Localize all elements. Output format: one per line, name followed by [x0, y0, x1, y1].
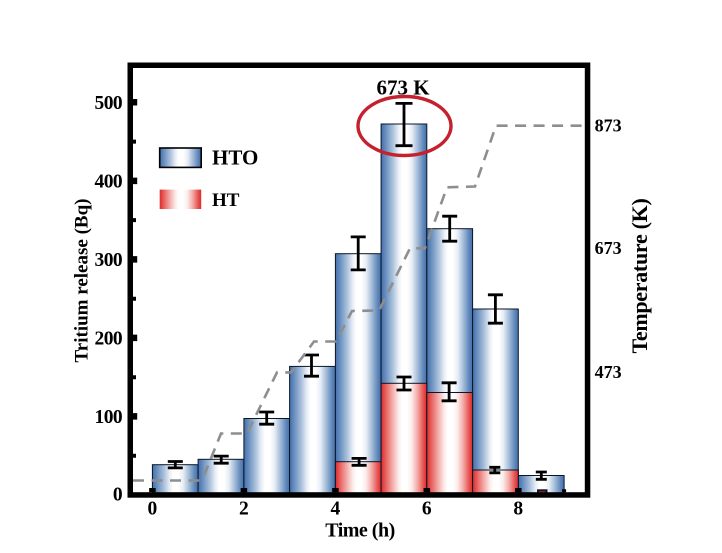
svg-text:Temperature (K): Temperature (K) — [627, 199, 652, 354]
svg-text:300: 300 — [95, 250, 122, 271]
svg-text:473: 473 — [595, 362, 622, 382]
svg-text:500: 500 — [95, 93, 122, 114]
svg-text:100: 100 — [95, 407, 122, 428]
svg-text:200: 200 — [95, 329, 122, 350]
svg-text:2: 2 — [239, 499, 249, 520]
svg-text:4: 4 — [331, 499, 341, 520]
svg-text:673 K: 673 K — [376, 76, 430, 100]
svg-text:HTO: HTO — [212, 146, 258, 170]
svg-text:400: 400 — [95, 172, 122, 193]
svg-text:0: 0 — [113, 485, 122, 506]
svg-text:HT: HT — [212, 190, 240, 211]
svg-text:673: 673 — [595, 238, 622, 258]
svg-text:8: 8 — [513, 499, 523, 520]
svg-text:0: 0 — [148, 499, 158, 520]
svg-text:Time (h): Time (h) — [325, 520, 395, 542]
svg-text:873: 873 — [595, 115, 622, 135]
svg-text:6: 6 — [422, 499, 432, 520]
svg-text:Tritium release (Bq): Tritium release (Bq) — [72, 199, 93, 363]
